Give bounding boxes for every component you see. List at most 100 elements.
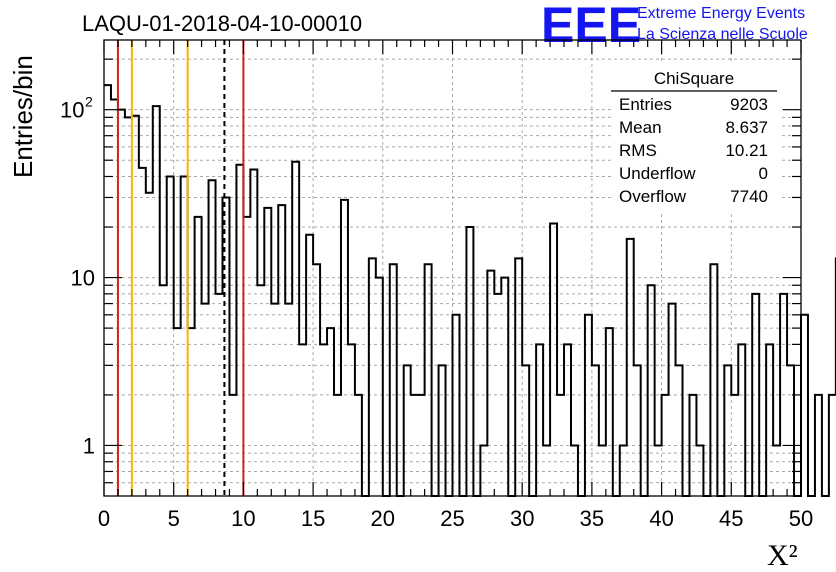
histogram-bin	[306, 235, 313, 496]
histogram-bin	[160, 285, 167, 496]
histogram-bin	[773, 445, 780, 496]
histogram-bin	[724, 365, 731, 496]
x-tick-label: 25	[440, 506, 464, 531]
stat-value-mean: 8.637	[725, 118, 768, 137]
histogram-bin	[536, 344, 543, 496]
histogram-bin	[480, 445, 487, 496]
histogram-bin	[390, 264, 397, 496]
histogram-bin	[780, 294, 787, 496]
histogram-bin	[564, 344, 571, 496]
stat-label-rms: RMS	[619, 141, 657, 160]
histogram-bin	[648, 285, 655, 496]
histogram-bin	[689, 395, 696, 496]
x-tick-label: 5	[168, 506, 180, 531]
logo-line-2: La Scienza nelle Scuole	[637, 26, 808, 43]
histogram-bin	[543, 445, 550, 496]
eee-logo: EEE Extreme Energy Events La Scienza nel…	[541, 0, 808, 53]
histogram-bin	[216, 294, 223, 496]
histogram-bin	[202, 304, 209, 496]
histogram-bin	[243, 217, 250, 496]
histogram-bin	[662, 395, 669, 496]
histogram-bin	[655, 445, 662, 496]
histogram-bin	[669, 304, 676, 496]
histogram-bin	[801, 315, 808, 496]
x-tick-label: 0	[98, 506, 110, 531]
x-tick-label: 30	[510, 506, 534, 531]
stats-box: ChiSquare Entries 9203 Mean 8.637 RMS 10…	[611, 64, 781, 212]
stat-label-mean: Mean	[619, 118, 662, 137]
histogram-outline	[104, 84, 836, 497]
y-tick-label: 1	[83, 433, 95, 458]
histogram-bin	[292, 162, 299, 496]
histogram-bin	[125, 117, 132, 496]
histogram-bin	[752, 294, 759, 496]
histogram-bin	[153, 106, 160, 496]
histogram-bin	[327, 328, 334, 496]
histogram-bin	[787, 365, 794, 496]
stat-value-underflow: 0	[759, 164, 768, 183]
histogram-bin	[515, 258, 522, 496]
histogram-bin	[209, 180, 216, 496]
histogram-bin	[571, 445, 578, 496]
histogram-bin	[257, 285, 264, 496]
histogram-bin	[766, 344, 773, 496]
histogram-bin	[487, 271, 494, 496]
histogram-bin	[355, 395, 362, 496]
histogram-bin	[466, 227, 473, 496]
stat-value-overflow: 7740	[730, 187, 768, 206]
histogram-bin	[236, 165, 243, 496]
logo-letters: EEE	[541, 0, 641, 53]
histogram-bin	[634, 365, 641, 496]
histogram-bin	[132, 116, 139, 496]
y-tick-label: 10	[60, 98, 84, 123]
histogram-bin	[522, 365, 529, 496]
histogram-bin	[285, 304, 292, 496]
axis-ticks	[103, 40, 802, 496]
x-tick-label: 20	[371, 506, 395, 531]
logo-line-1: Extreme Energy Events	[637, 5, 805, 22]
histogram-bin	[181, 176, 188, 496]
histogram-bin	[710, 264, 717, 496]
x-tick-label: 15	[301, 506, 325, 531]
x-axis-label: X²	[767, 539, 798, 572]
histogram-bin	[738, 344, 745, 496]
histogram-bin	[299, 344, 306, 496]
histogram-bin	[348, 344, 355, 496]
histogram-bin	[731, 395, 738, 496]
histogram-bin	[494, 294, 501, 496]
histogram-bin	[411, 395, 418, 496]
x-tick-label: 35	[580, 506, 604, 531]
y-tick-label-exponent: 2	[85, 94, 93, 110]
x-tick-label: 10	[231, 506, 255, 531]
histogram-bin	[585, 315, 592, 496]
stat-label-underflow: Underflow	[619, 164, 696, 183]
histogram-bin	[271, 304, 278, 496]
histogram-bin	[146, 193, 153, 496]
histogram-bin	[278, 205, 285, 496]
histogram-bin	[599, 445, 606, 496]
histogram-bin	[334, 395, 341, 496]
histogram-bin	[111, 99, 118, 496]
stats-box-title: ChiSquare	[654, 69, 734, 88]
histogram-bin	[313, 264, 320, 496]
histogram-bin	[425, 264, 432, 496]
y-axis-label: Entries/bin	[8, 55, 38, 178]
histogram-bin	[592, 365, 599, 496]
histogram-bin	[341, 200, 348, 496]
histogram-bin	[453, 315, 460, 496]
histogram-bin	[550, 223, 557, 496]
stat-value-entries: 9203	[730, 95, 768, 114]
histogram-bin	[557, 395, 564, 496]
histogram-bin	[320, 344, 327, 496]
histogram-bin	[188, 328, 195, 496]
reference-lines	[116, 40, 245, 496]
histogram-bin	[376, 278, 383, 496]
histogram-bin	[264, 208, 271, 496]
x-tick-label: 50	[789, 506, 813, 531]
histogram-bin	[627, 239, 634, 496]
histogram-bin	[229, 395, 236, 496]
histogram	[104, 84, 836, 497]
histogram-bin	[118, 110, 125, 496]
stats-box-background	[611, 64, 781, 212]
